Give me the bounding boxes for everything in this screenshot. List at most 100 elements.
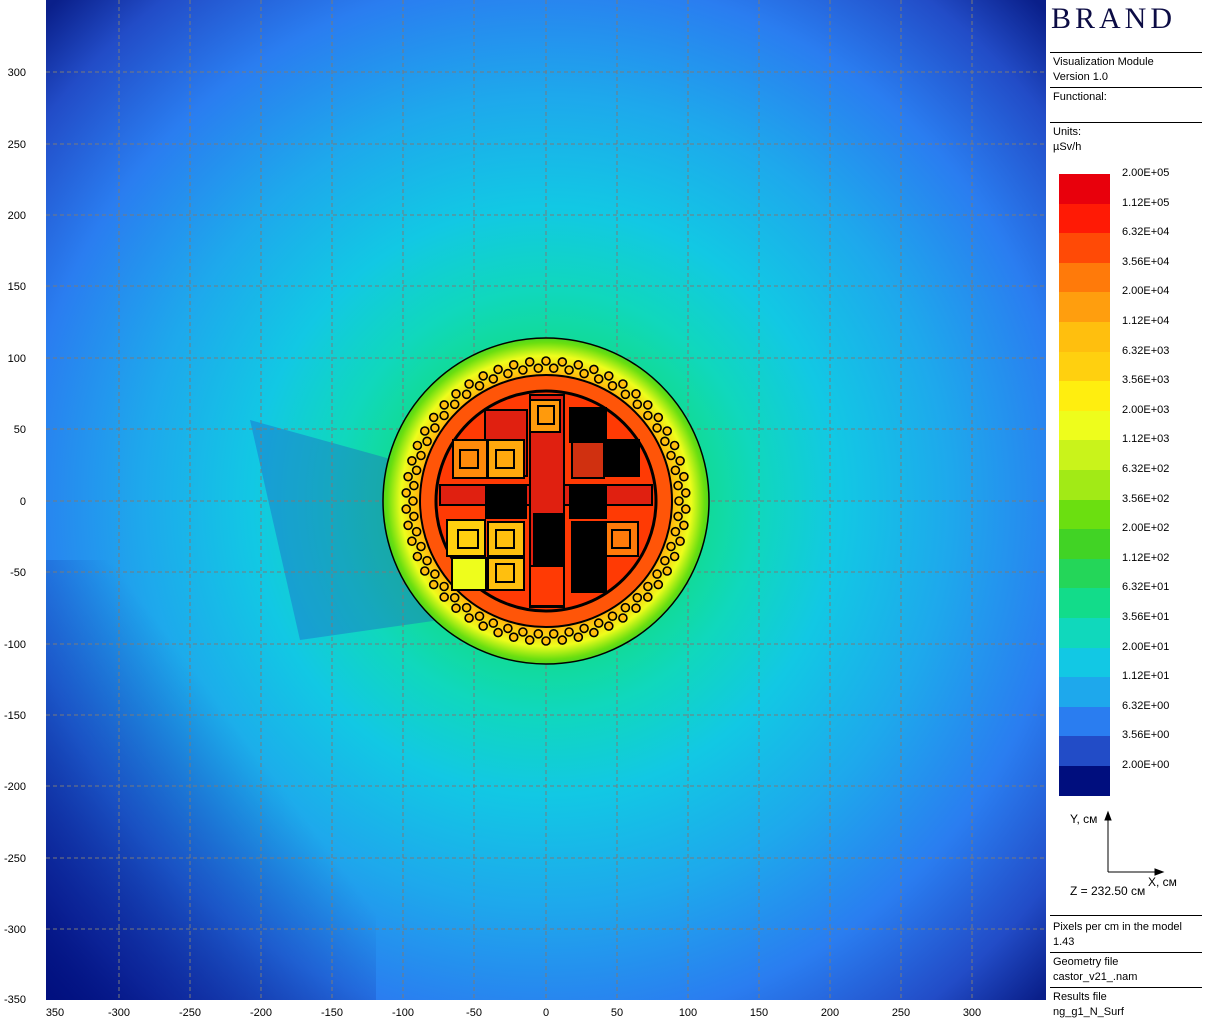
legend-swatch <box>1059 647 1110 678</box>
legend-swatch <box>1059 440 1110 471</box>
moderator-rod <box>652 569 662 579</box>
legend-label: 1.12E+05 <box>1122 196 1170 209</box>
legend-swatch <box>1059 233 1110 264</box>
moderator-rod <box>643 410 653 421</box>
y-tick-label: 150 <box>8 281 26 293</box>
moderator-rod <box>620 389 631 400</box>
moderator-rod <box>603 621 614 631</box>
legend-swatch <box>1059 618 1110 649</box>
legend-label: 2.00E+01 <box>1122 640 1170 653</box>
y-axis-label: Y, см <box>1070 812 1098 826</box>
y-tick-label: 50 <box>14 424 26 436</box>
legend-swatch <box>1059 381 1110 412</box>
legend-swatch <box>1059 322 1110 353</box>
moderator-rod <box>643 581 653 592</box>
moderator-rod <box>411 465 422 476</box>
y-tick-label: -250 <box>4 853 26 865</box>
dose-rate-map[interactable]: 350 -300 -250 -200 -150 -100 -50 0 50 100 150 200 25… <box>0 0 1046 1030</box>
x-tick-label: -250 <box>179 1007 201 1019</box>
y-tick-label: -350 <box>4 994 26 1006</box>
x-tick-label: -150 <box>321 1007 343 1019</box>
moderator-rod <box>564 627 574 637</box>
moderator-rod <box>451 603 461 614</box>
moderator-rod <box>461 602 472 613</box>
legend-swatch <box>1059 706 1110 737</box>
x-tick-label: 0 <box>543 1007 549 1019</box>
moderator-rod <box>669 440 680 451</box>
moderator-rod <box>478 621 489 631</box>
x-tick-label: 50 <box>611 1007 623 1019</box>
moderator-rod <box>422 436 432 447</box>
x-axis-label: X, см <box>1148 875 1177 889</box>
x-tick-label: 100 <box>679 1007 697 1019</box>
moderator-rod <box>503 368 513 379</box>
moderator-rod <box>508 359 519 370</box>
moderator-rod <box>679 471 689 482</box>
x-tick-label: 150 <box>750 1007 768 1019</box>
results-label: Results file <box>1053 991 1107 1003</box>
moderator-rod <box>464 613 474 623</box>
moderator-rod <box>666 541 676 552</box>
moderator-rod <box>401 488 412 498</box>
legend-swatch <box>1059 292 1110 323</box>
moderator-rod <box>474 611 485 622</box>
module-version: Version 1.0 <box>1053 71 1109 83</box>
moderator-rod <box>674 496 684 506</box>
moderator-rod <box>488 618 499 628</box>
legend-swatch <box>1059 529 1110 560</box>
units-value: µSv/h <box>1053 141 1082 153</box>
legend-label: 6.32E+02 <box>1122 463 1170 475</box>
legend-label: 6.32E+04 <box>1122 226 1170 239</box>
moderator-rod <box>662 426 673 436</box>
moderator-rod <box>541 636 551 646</box>
legend-swatch <box>1059 558 1110 589</box>
moderator-rod <box>642 400 653 410</box>
moderator-rod <box>409 480 419 491</box>
moderator-rod <box>419 566 430 576</box>
x-tick-label: 200 <box>821 1007 839 1019</box>
legend-label: 1.12E+04 <box>1122 315 1170 327</box>
moderator-rod <box>428 412 439 423</box>
divider <box>1050 952 1202 953</box>
legend-swatch <box>1059 203 1110 234</box>
moderator-rod <box>407 455 417 466</box>
moderator-rod <box>618 613 628 623</box>
moderator-rod <box>660 555 670 566</box>
moderator-rod <box>557 635 568 645</box>
legend-label: 6.32E+01 <box>1122 581 1170 594</box>
functional-label: Functional: <box>1053 91 1107 103</box>
moderator-rod <box>439 400 450 410</box>
moderator-rod <box>493 364 503 375</box>
legend-label: 2.00E+02 <box>1122 522 1170 535</box>
divider <box>1050 87 1202 88</box>
fuel-baskets <box>439 394 653 608</box>
moderator-rod <box>579 368 589 379</box>
legend-label: 3.56E+01 <box>1122 611 1170 623</box>
axis-indicator <box>1104 810 1165 876</box>
geometry-label: Geometry file <box>1053 956 1119 968</box>
moderator-rod <box>439 592 450 602</box>
moderator-rod <box>493 627 503 638</box>
legend-swatch <box>1059 174 1110 205</box>
divider <box>1050 122 1202 123</box>
results-file: ng_g1_N_Surf <box>1053 1006 1124 1018</box>
moderator-rod <box>573 632 584 643</box>
moderator-rod <box>449 592 460 603</box>
moderator-rod <box>412 551 423 562</box>
moderator-rod <box>439 410 449 421</box>
x-tick-label: -100 <box>392 1007 414 1019</box>
moderator-rod <box>518 365 528 375</box>
x-tick-label: 300 <box>963 1007 981 1019</box>
moderator-rod <box>411 526 422 537</box>
units-label: Units: <box>1053 126 1082 138</box>
legend-swatch <box>1059 499 1110 530</box>
moderator-rod <box>675 536 685 547</box>
info-panel: BRAND Visualization Module Version 1.0 F… <box>1046 0 1206 1030</box>
moderator-rod <box>533 363 544 374</box>
legend-label: 1.12E+01 <box>1122 670 1170 683</box>
moderator-rod <box>548 628 559 639</box>
legend-swatch <box>1059 410 1110 441</box>
x-tick-label: -300 <box>108 1007 130 1019</box>
legend-swatch <box>1059 262 1110 293</box>
legend-swatch <box>1059 677 1110 708</box>
